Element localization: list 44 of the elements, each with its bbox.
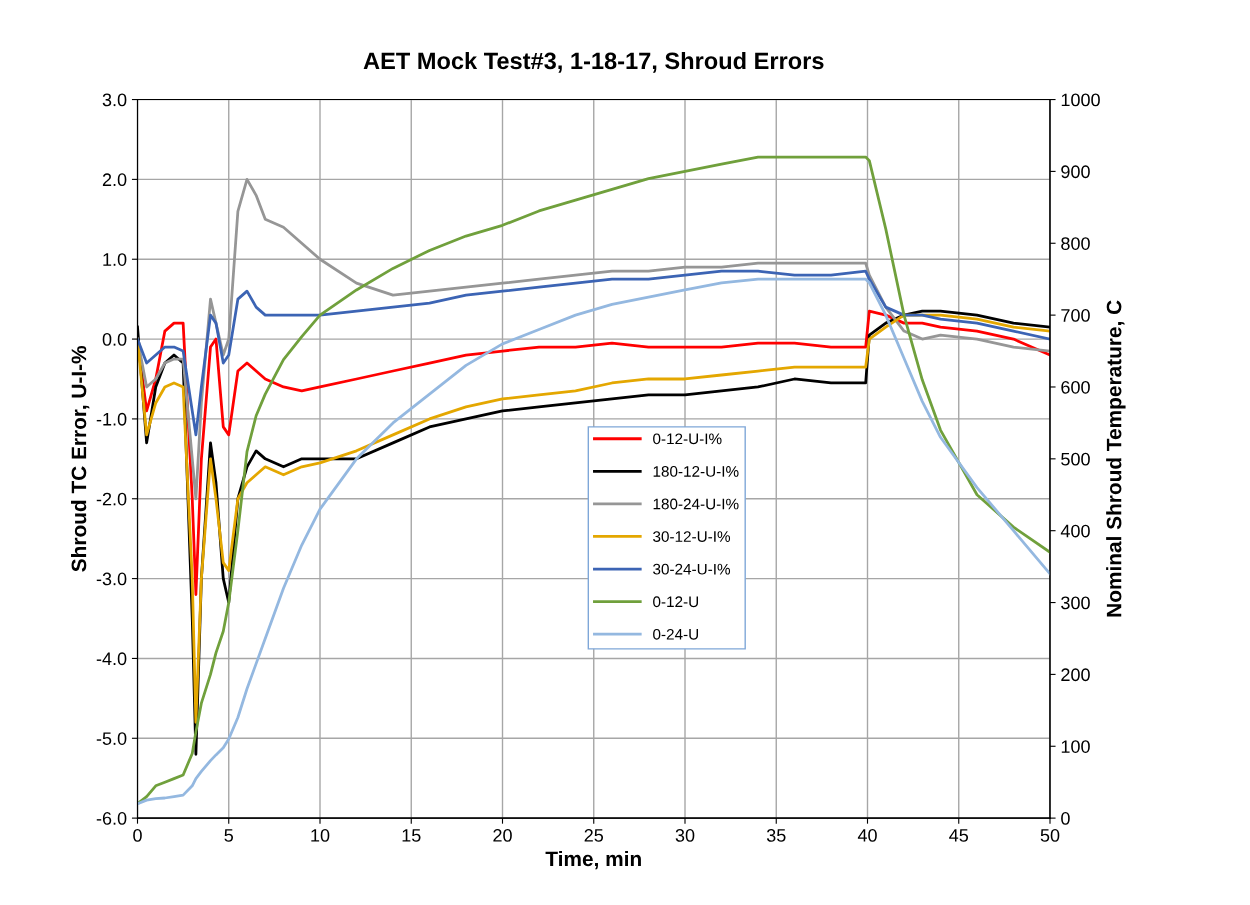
- y2-tick-label: 800: [1061, 237, 1090, 250]
- y-axis-title: Shroud TC Error, U-I-%: [71, 345, 90, 572]
- x-tick-label: 40: [857, 829, 877, 842]
- y2-tick-label: 500: [1061, 452, 1090, 466]
- legend-label: 0-12-U-I%: [653, 433, 722, 445]
- legend-label: 30-24-U-I%: [653, 563, 731, 575]
- y-tick-label: 1.0: [103, 253, 127, 266]
- x-tick-label: 25: [584, 829, 604, 842]
- legend-label: 180-24-U-I%: [653, 498, 739, 510]
- x-tick-label: 50: [1040, 829, 1060, 842]
- x-tick-label: 5: [224, 829, 234, 842]
- y2-tick-label: 1000: [1061, 93, 1100, 107]
- y2-tick-label: 700: [1061, 309, 1090, 322]
- x-tick-label: 30: [675, 829, 695, 842]
- y2-tick-label: 0: [1061, 812, 1070, 825]
- x-tick-label: 35: [766, 829, 786, 842]
- y-tick-label: -3.0: [96, 572, 127, 586]
- x-tick-label: 15: [402, 829, 421, 842]
- y-tick-label: 2.0: [102, 173, 127, 187]
- y2-tick-label: 300: [1061, 596, 1090, 610]
- legend-label: 30-12-U-I%: [653, 531, 731, 542]
- y2-axis-title: Nominal Shroud Temperature, C: [1106, 300, 1126, 617]
- legend-label: 0-24-U: [653, 628, 698, 640]
- chart-title: AET Mock Test#3, 1-18-17, Shroud Errors: [363, 51, 824, 73]
- legend-label: 0-12-U: [653, 596, 698, 608]
- x-tick-label: 20: [493, 829, 512, 842]
- y-tick-label: 3.0: [102, 93, 127, 107]
- y-tick-label: -1.0: [96, 412, 127, 426]
- y-tick-label: -5.0: [96, 732, 127, 745]
- y2-tick-label: 400: [1060, 524, 1090, 538]
- y-tick-label: -6.0: [96, 812, 127, 825]
- legend-label: 180-12-U-I%: [653, 466, 739, 477]
- y2-tick-label: 200: [1061, 668, 1090, 682]
- y-tick-label: -4.0: [96, 652, 127, 666]
- line-series: [137, 277, 1050, 806]
- y2-tick-label: 900: [1061, 165, 1090, 179]
- x-tick-label: 10: [311, 829, 330, 842]
- y2-tick-label: 600: [1061, 380, 1090, 394]
- y-tick-label: -2.0: [96, 492, 127, 506]
- x-tick-label: 0: [133, 829, 142, 842]
- x-axis-title: Time, min: [545, 850, 641, 870]
- y2-tick-label: 100: [1061, 740, 1090, 753]
- x-tick-label: 45: [949, 829, 969, 842]
- y-tick-label: 0.0: [102, 333, 127, 346]
